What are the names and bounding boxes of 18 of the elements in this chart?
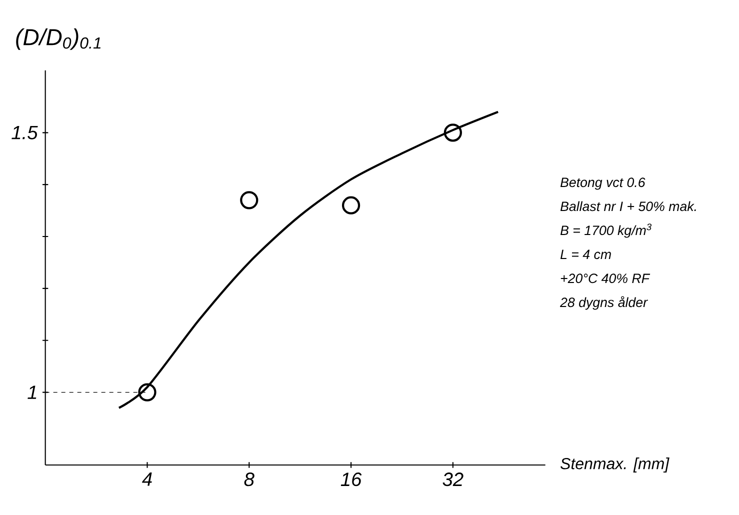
x-axis-title: Stenmax. [mm] [560, 458, 670, 472]
text: +20°C 40% RF [560, 274, 650, 284]
point [444, 124, 462, 142]
text: Ballast nr I + 50% mak. [560, 201, 696, 212]
text: Betong vct 0.6 [560, 178, 646, 190]
point [342, 196, 360, 214]
x-tick-label: 16 [340, 472, 362, 486]
y-tick-label: 1 [28, 386, 36, 399]
text: B = 1700 kg/m$^{3}$ [560, 224, 652, 238]
text: 28 dygns ålder [560, 296, 648, 310]
text: L = 4 cm [560, 250, 611, 260]
y-axis-title: (D/D$_{0}$)$_{0.1}$ [16, 28, 101, 50]
point [240, 191, 258, 210]
point [138, 383, 156, 402]
x-tick-label: 32 [442, 472, 464, 486]
y-tick-label: 1.5 [12, 126, 38, 140]
x-tick-label: 4 [142, 472, 152, 486]
x-tick-label: 8 [244, 472, 254, 486]
